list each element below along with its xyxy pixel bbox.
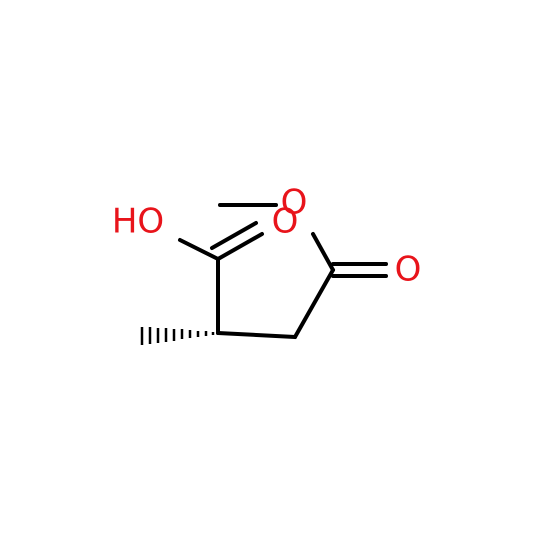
bonds bbox=[178, 203, 388, 339]
double-bond bbox=[216, 232, 264, 261]
hashed-wedge bbox=[140, 327, 215, 345]
bond bbox=[311, 232, 335, 272]
atom-label: O bbox=[272, 202, 299, 242]
atom-label: O bbox=[395, 250, 422, 290]
double-bond bbox=[210, 221, 258, 250]
bond bbox=[178, 238, 220, 261]
atom-label: HO bbox=[112, 202, 164, 242]
atom-label: O bbox=[281, 183, 308, 223]
bond bbox=[293, 268, 335, 339]
bond bbox=[216, 331, 297, 339]
